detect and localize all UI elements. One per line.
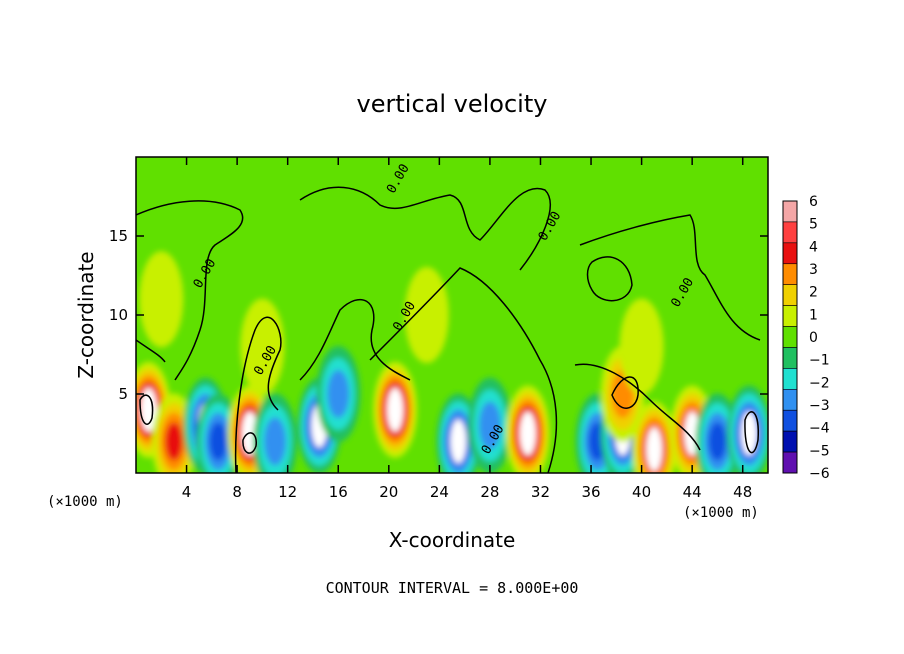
y-tick-label: 5	[118, 385, 128, 403]
velocity-cell	[327, 370, 350, 418]
zero-contour-line	[136, 200, 244, 381]
x-unit-label-left: (×1000 m)	[47, 494, 123, 510]
x-tick-label: 20	[379, 483, 398, 501]
zero-contour-line	[299, 186, 551, 271]
x-tick-label: 12	[278, 483, 297, 501]
x-unit-label-right: (×1000 m)	[683, 505, 759, 521]
plot-area: 0.000.000.000.000.000.000.00 4 8 12 16 20 24 2…	[109, 156, 769, 501]
colorbar-swatch	[782, 284, 798, 306]
zero-contour-line	[242, 432, 257, 454]
zero-contour-line	[586, 256, 633, 302]
colorbar-tick-label: −5	[809, 443, 830, 459]
velocity-cell	[478, 401, 501, 450]
velocity-cell-core	[646, 427, 663, 472]
colorbar-tick-label: −1	[809, 353, 830, 369]
zero-contour-line	[369, 267, 558, 473]
velocity-cell	[139, 251, 184, 348]
x-tick-label: 28	[480, 483, 499, 501]
colorbar-tick-label: −4	[809, 421, 830, 437]
colorbar-swatch	[782, 451, 798, 474]
x-axis-label: X-coordinate	[389, 528, 516, 552]
x-tick-label: 4	[182, 483, 192, 501]
x-tick-label: 36	[581, 483, 600, 501]
colorbar-frame	[782, 200, 798, 474]
zero-contour-line	[136, 339, 166, 363]
contour-interval-text: CONTOUR INTERVAL = 8.000E+00	[326, 579, 579, 597]
colorbar-tick-label: −2	[809, 375, 830, 391]
velocity-cell-core	[519, 411, 536, 456]
velocity-cell	[209, 422, 227, 461]
chart-title: vertical velocity	[357, 90, 548, 118]
velocity-cell	[240, 298, 285, 395]
colorbar-swatch	[782, 430, 798, 453]
colorbar-tick-label: 0	[809, 330, 818, 346]
colorbar-tick-label: 4	[809, 239, 818, 255]
colorbar: 6 5 4 3 2 1 0 −1 −2 −3 −4 −5 −6	[782, 194, 830, 482]
zero-contour-line	[574, 363, 701, 451]
x-tick-label: 24	[430, 483, 449, 501]
colorbar-swatch	[782, 263, 798, 285]
zero-contour-line	[299, 299, 411, 381]
velocity-cell-core	[387, 387, 404, 432]
colorbar-swatch	[782, 305, 798, 327]
colorbar-swatch	[782, 368, 798, 390]
colorbar-swatch	[782, 200, 798, 223]
x-tick-label: 8	[232, 483, 242, 501]
y-axis-label: Z-coordinate	[74, 251, 98, 378]
colorbar-swatch	[782, 242, 798, 265]
zero-contour-line	[234, 316, 282, 473]
x-tick-label: 40	[632, 483, 651, 501]
colorbar-swatch	[782, 347, 798, 369]
velocity-cell	[165, 422, 183, 461]
x-tick-label: 16	[329, 483, 348, 501]
x-tick-label: 44	[683, 483, 702, 501]
colorbar-tick-label: 5	[809, 217, 818, 233]
colorbar-swatch	[782, 409, 798, 432]
colorbar-tick-label: −6	[809, 466, 830, 482]
colorbar-tick-label: 2	[809, 285, 818, 301]
zero-contour-line	[744, 411, 759, 454]
velocity-cell-core	[450, 419, 467, 464]
velocity-cell	[619, 298, 664, 395]
colorbar-tick-label: 3	[809, 262, 818, 278]
zero-contour-line	[579, 214, 761, 341]
y-tick-label: 15	[109, 227, 128, 245]
colorbar-tick-label: −3	[809, 398, 830, 414]
velocity-cell	[708, 422, 727, 461]
x-tick-label: 48	[733, 483, 752, 501]
velocity-cell	[264, 417, 287, 466]
x-tick-label: 32	[531, 483, 550, 501]
colorbar-tick-label: 6	[809, 194, 818, 210]
colorbar-swatch	[782, 221, 798, 244]
colorbar-tick-label: 1	[809, 307, 818, 323]
colorbar-swatch	[782, 326, 798, 348]
velocity-cell-core	[140, 387, 157, 432]
zero-contour-line	[611, 376, 639, 409]
colorbar-swatch	[782, 389, 798, 411]
zero-contour-line	[139, 394, 154, 425]
y-tick-label: 10	[109, 306, 128, 324]
